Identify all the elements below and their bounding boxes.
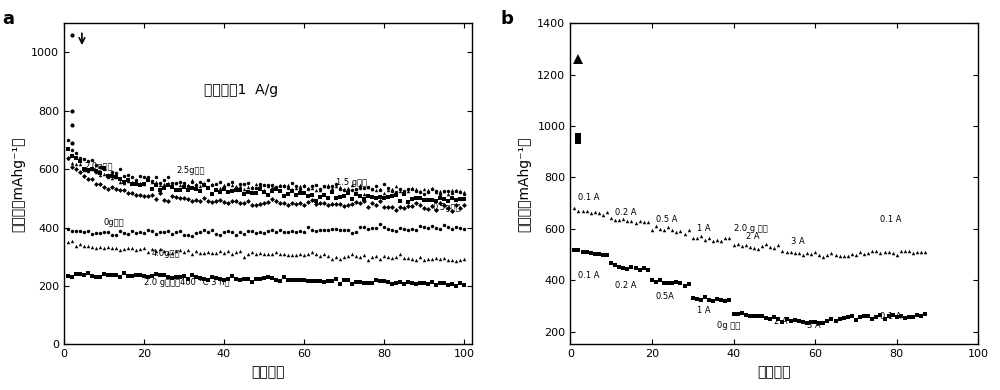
Text: 0g尿素: 0g尿素 xyxy=(104,218,125,227)
Text: 2.0 g尿素（400 °C 3 h）: 2.0 g尿素（400 °C 3 h） xyxy=(144,278,229,287)
Text: 0.5 A: 0.5 A xyxy=(656,215,677,224)
Text: 2.0 g 尿素: 2.0 g 尿素 xyxy=(734,224,767,233)
Y-axis label: 比容量（mAhg⁻¹）: 比容量（mAhg⁻¹） xyxy=(518,136,532,232)
X-axis label: 循环次数: 循环次数 xyxy=(251,365,285,379)
Text: 0.1 A: 0.1 A xyxy=(880,312,902,321)
Text: 1 A: 1 A xyxy=(697,306,710,315)
Text: 0.2 A: 0.2 A xyxy=(615,281,637,291)
Text: 0.1 A: 0.1 A xyxy=(578,271,600,280)
Text: 0.1 A: 0.1 A xyxy=(880,215,902,223)
Text: b: b xyxy=(501,10,514,28)
Text: 2.5g尿素: 2.5g尿素 xyxy=(176,166,204,175)
Text: 0.5A: 0.5A xyxy=(656,292,675,301)
Text: 0g 尿素: 0g 尿素 xyxy=(717,321,740,330)
Text: 3 A: 3 A xyxy=(791,237,804,246)
Text: 2 A: 2 A xyxy=(746,232,759,241)
Y-axis label: 比容量（mAhg⁻¹）: 比容量（mAhg⁻¹） xyxy=(12,136,26,232)
Text: 4.0g尿素: 4.0g尿素 xyxy=(152,249,180,258)
Text: 2 A: 2 A xyxy=(774,317,788,326)
Text: 0.5g尿素: 0.5g尿素 xyxy=(432,203,461,212)
Text: 0.2 A: 0.2 A xyxy=(615,207,637,216)
Text: a: a xyxy=(3,10,15,28)
Text: 3 A: 3 A xyxy=(807,321,821,330)
Text: 1.5 g尿素: 1.5 g尿素 xyxy=(336,178,367,187)
X-axis label: 循环次数: 循环次数 xyxy=(758,365,791,379)
Text: 0.1 A: 0.1 A xyxy=(578,193,600,202)
Text: 电流密度1  A/g: 电流密度1 A/g xyxy=(204,83,278,98)
Text: 2.0g尿素: 2.0g尿素 xyxy=(84,162,112,171)
Text: 1 A: 1 A xyxy=(697,224,710,233)
